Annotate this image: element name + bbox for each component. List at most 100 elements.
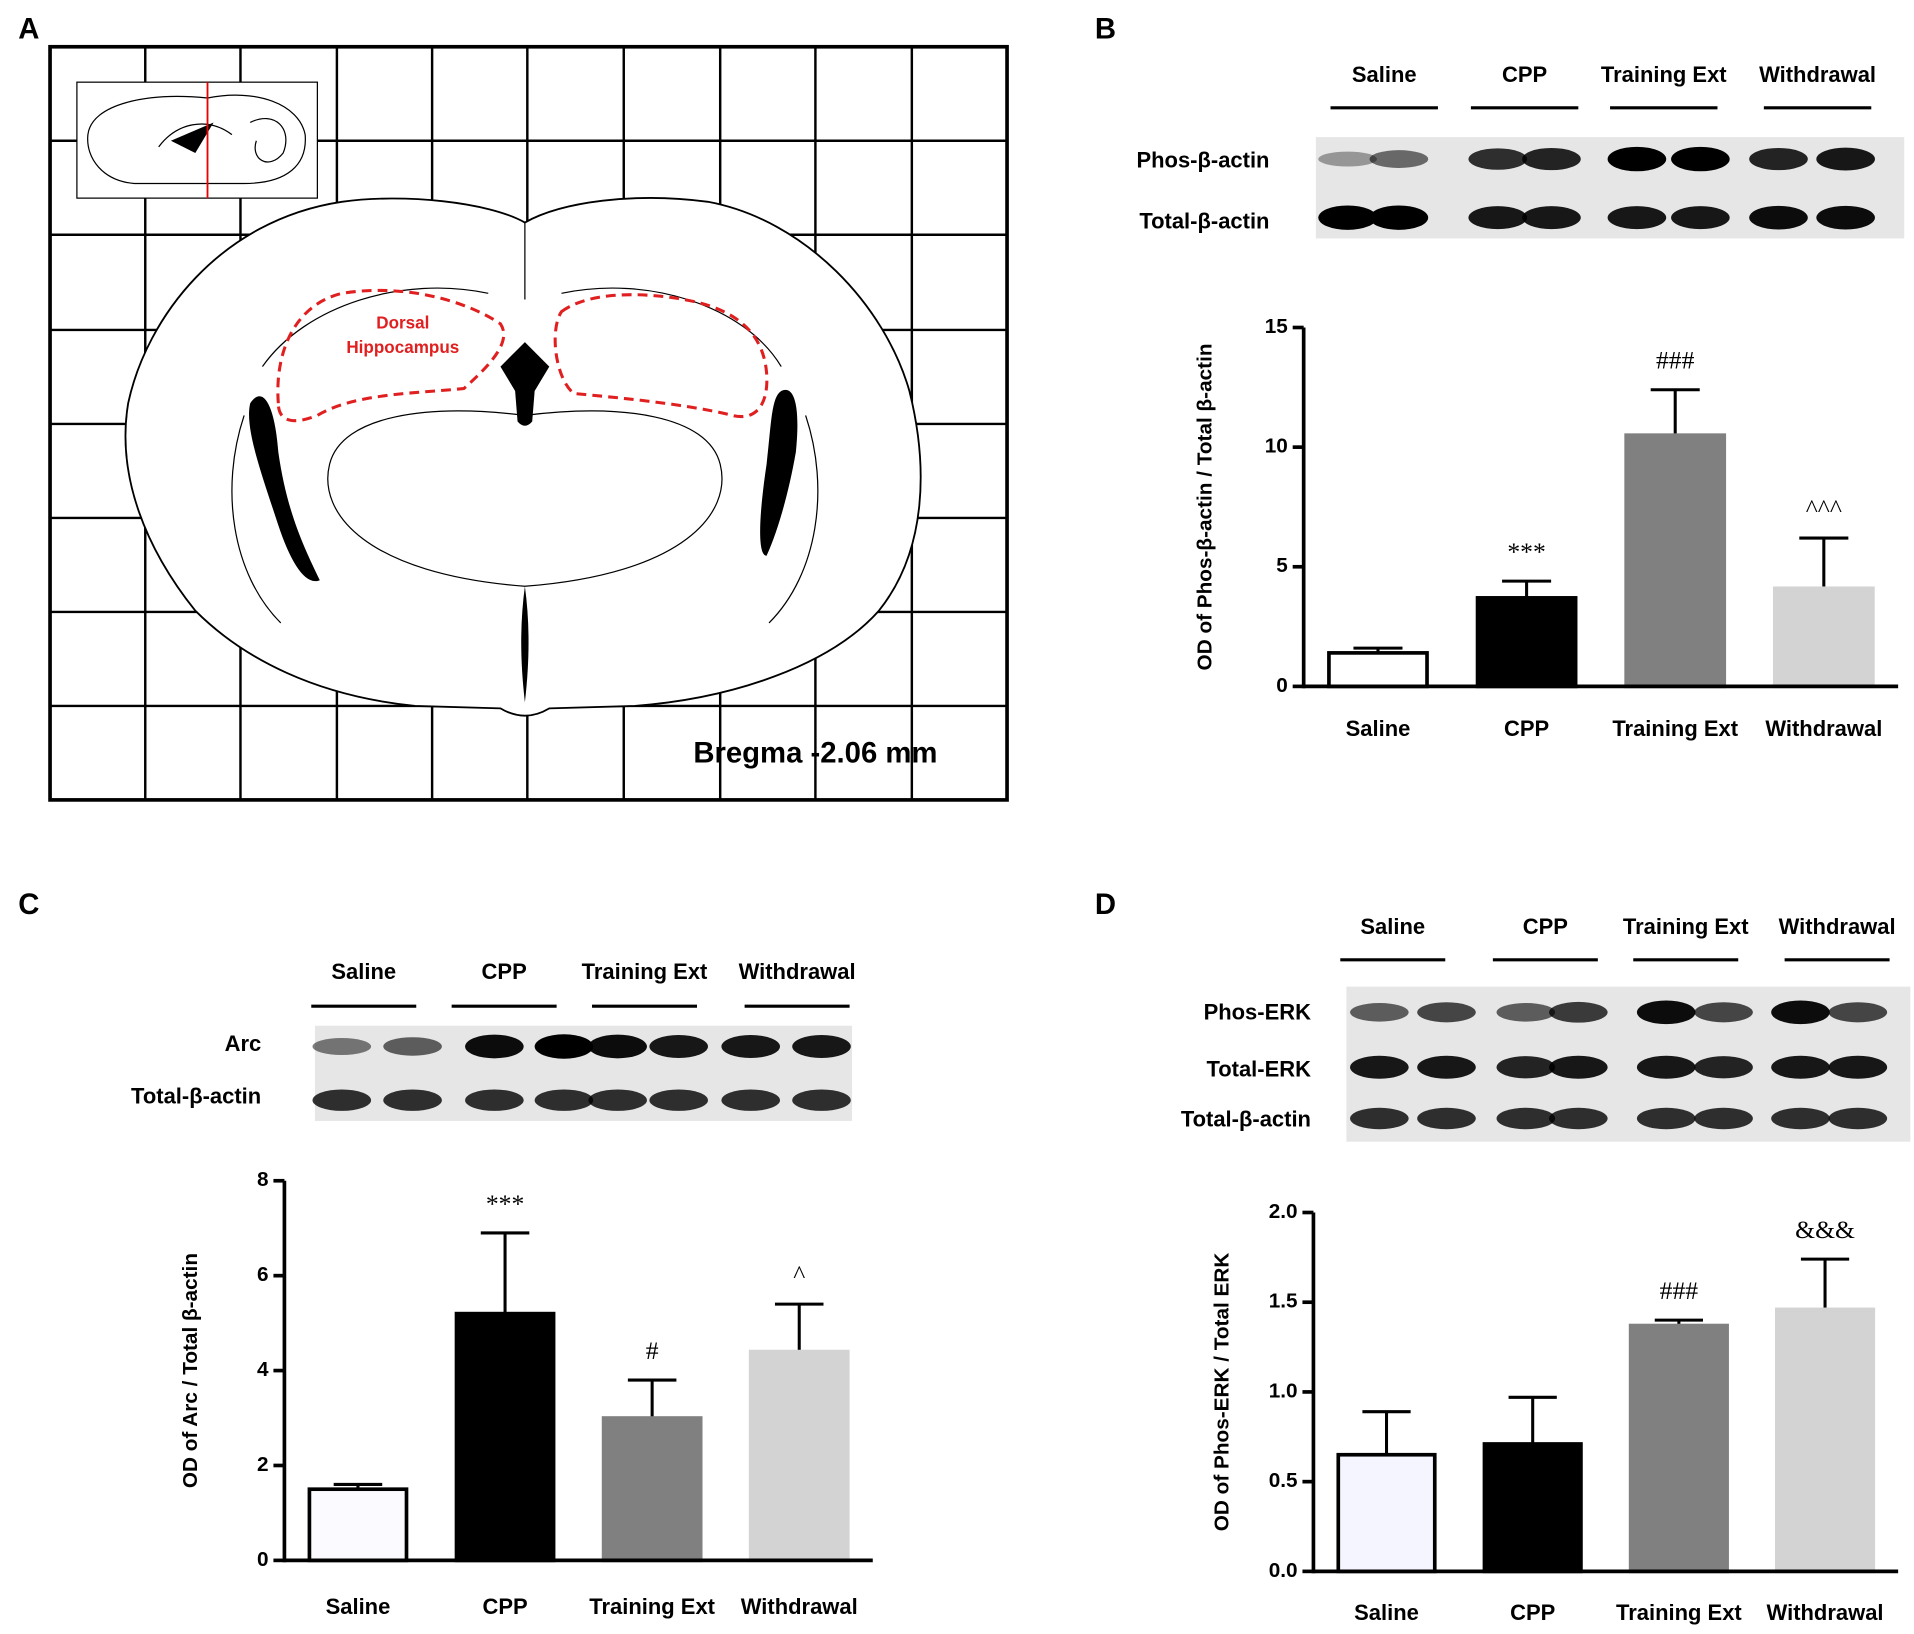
blot-band <box>721 1035 781 1058</box>
group-label: Withdrawal <box>739 959 856 984</box>
bar <box>748 1349 850 1563</box>
blot-band <box>721 1089 781 1111</box>
significance-label: # <box>646 1336 659 1365</box>
blot-band <box>1417 1055 1476 1079</box>
blot-band <box>383 1037 442 1056</box>
significance-label: *** <box>486 1189 524 1218</box>
blot-band <box>1496 1056 1556 1079</box>
x-tick-label: Saline <box>326 1594 391 1619</box>
y-tick-label: 4 <box>257 1358 269 1381</box>
panel-label: A <box>18 13 39 46</box>
group-label: Withdrawal <box>1759 62 1876 87</box>
row-label: Total-β-actin <box>131 1084 261 1109</box>
blot-band <box>1369 205 1429 230</box>
bar <box>307 1487 409 1563</box>
blot-band <box>1636 1055 1696 1079</box>
x-tick-label: CPP <box>1510 1600 1555 1625</box>
y-tick-label: 0 <box>1276 674 1288 697</box>
x-tick-label: Training Ext <box>1612 716 1738 741</box>
group-label: Training Ext <box>582 959 708 984</box>
blot-band <box>1816 147 1875 171</box>
bar <box>1475 596 1578 689</box>
x-tick-label: CPP <box>482 1594 527 1619</box>
blot-band <box>1771 1055 1830 1079</box>
y-axis-label: OD of Arc / Total β-actin <box>179 1253 202 1488</box>
y-tick-label: 1.0 <box>1269 1379 1298 1402</box>
significance-label: ### <box>1656 346 1695 375</box>
blot-band <box>1607 206 1667 230</box>
y-axis-label: OD of Phos-ERK / Total ERK <box>1211 1253 1234 1532</box>
significance-label: &&& <box>1795 1215 1855 1244</box>
bar <box>1774 1307 1876 1574</box>
row-label: Total-β-actin <box>1181 1107 1311 1132</box>
group-label: CPP <box>1523 914 1568 939</box>
significance-label: ^^^ <box>1806 494 1842 523</box>
blot-band <box>1636 1000 1696 1025</box>
x-tick-label: Withdrawal <box>1765 716 1882 741</box>
significance-label: *** <box>1507 537 1545 566</box>
blot-band <box>1350 1107 1409 1130</box>
group-label: CPP <box>1502 62 1547 87</box>
blot-band <box>1496 1003 1556 1022</box>
y-tick-label: 2.0 <box>1269 1200 1298 1223</box>
x-tick-label: Training Ext <box>1616 1600 1742 1625</box>
blot-band <box>1694 1002 1753 1023</box>
blot-band <box>465 1034 524 1059</box>
bar <box>1628 1323 1729 1574</box>
blot-band <box>1636 1107 1696 1130</box>
bar <box>454 1311 556 1563</box>
significance-label: ^ <box>793 1260 805 1289</box>
blot-band <box>1468 206 1528 230</box>
blot-band <box>1749 147 1808 171</box>
y-tick-label: 0.5 <box>1269 1469 1298 1492</box>
blot-band <box>534 1034 594 1059</box>
group-label: Withdrawal <box>1779 914 1896 939</box>
row-label: Phos-ERK <box>1204 999 1312 1024</box>
blot-band <box>1318 205 1377 230</box>
group-label: Saline <box>1360 914 1425 939</box>
bar <box>1327 651 1429 689</box>
group-label: Training Ext <box>1601 62 1727 87</box>
blot-band <box>1417 1002 1476 1023</box>
bar <box>1336 1452 1437 1574</box>
group-label: Saline <box>1352 62 1417 87</box>
blot-band <box>383 1089 442 1111</box>
y-tick-label: 10 <box>1265 435 1288 458</box>
blot-band <box>1468 148 1528 170</box>
blot-band <box>312 1089 372 1111</box>
x-tick-label: Saline <box>1354 1600 1419 1625</box>
y-tick-label: 0.0 <box>1269 1559 1298 1582</box>
blot-band <box>1671 206 1730 230</box>
blot-band <box>649 1035 708 1058</box>
group-label: Training Ext <box>1623 914 1749 939</box>
blot-band <box>792 1035 851 1058</box>
blot-band <box>1496 1107 1556 1130</box>
blot-band <box>1607 146 1667 172</box>
bregma-label: Bregma -2.06 mm <box>693 736 937 769</box>
y-tick-label: 15 <box>1265 315 1288 338</box>
blot-band <box>792 1089 851 1111</box>
y-tick-label: 2 <box>257 1453 269 1476</box>
bar <box>1772 586 1875 689</box>
blot-band <box>1771 1000 1830 1025</box>
x-tick-label: Training Ext <box>589 1594 715 1619</box>
bar <box>1482 1442 1583 1574</box>
blot-band <box>1694 1107 1753 1130</box>
blot-band <box>312 1037 372 1056</box>
significance-label: ### <box>1660 1276 1699 1305</box>
y-tick-label: 6 <box>257 1263 269 1286</box>
x-tick-label: CPP <box>1504 716 1549 741</box>
blot-band <box>1549 1055 1608 1079</box>
blot-band <box>1549 1001 1608 1023</box>
blot-band <box>1671 146 1730 172</box>
y-tick-label: 5 <box>1276 554 1288 577</box>
blot-band <box>1828 1002 1888 1023</box>
row-label: Phos-β-actin <box>1136 147 1269 172</box>
blot-band <box>588 1089 647 1111</box>
y-tick-label: 1.5 <box>1269 1290 1298 1313</box>
blot-band <box>1318 151 1377 167</box>
blot-band <box>1369 150 1429 168</box>
bar <box>601 1416 703 1563</box>
